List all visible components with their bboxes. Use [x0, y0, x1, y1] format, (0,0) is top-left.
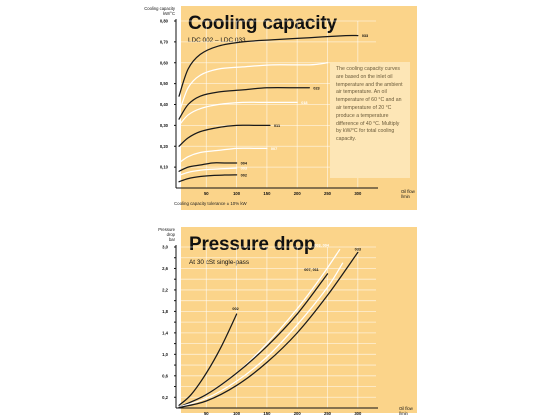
cooling-y-tick-label: 0,20	[160, 144, 169, 149]
cooling-x-axis-title-line1: Oil flow	[401, 189, 415, 194]
pressure-y-axis-title: Pressure drop bar	[132, 227, 175, 242]
cooling-series-label: 033	[362, 34, 368, 38]
cooling-y-tick-label: 0,70	[160, 39, 169, 44]
cooling-y-tick-label: 0,10	[160, 165, 169, 170]
cooling-x-tick-label: 300	[354, 191, 362, 196]
cooling-y-axis-title-line1: Cooling capacity	[144, 6, 175, 11]
cooling-y-tick-label: 0,80	[160, 19, 169, 24]
cooling-series-label: 011	[274, 124, 280, 128]
cooling-series-label: 007	[271, 147, 277, 151]
cooling-series-label: 018	[301, 101, 307, 105]
cooling-x-axis-title-line2: l/min	[401, 194, 410, 199]
pressure-y-tick-label: 1,4	[162, 330, 168, 335]
cooling-series-line	[178, 147, 268, 164]
pressure-x-tick-label: 250	[324, 411, 332, 416]
pressure-series-label: 002	[232, 307, 238, 311]
cooling-note-text: The cooling capacity curves are based on…	[336, 66, 403, 143]
cooling-footnote: Cooling capacity tolerance ± 10% kW	[174, 201, 247, 206]
cooling-y-axis-title-line2: kW/°C	[163, 11, 175, 16]
cooling-series-label: 004	[241, 161, 248, 165]
pressure-series-label: 018, 022, 023	[291, 217, 314, 221]
cooling-chart-subtitle: LDC 002 – LDC 033	[188, 37, 246, 44]
cooling-chart-title: Cooling capacity	[188, 13, 337, 34]
cooling-x-tick-label: 50	[204, 191, 209, 196]
cooling-series-line	[178, 87, 310, 120]
pressure-x-tick-label: 50	[204, 411, 209, 416]
cooling-series-line	[178, 167, 238, 177]
pressure-series-line	[178, 313, 238, 406]
cooling-x-tick-label: 250	[324, 191, 332, 196]
pressure-y-tick-label: 0,2	[162, 395, 168, 400]
cooling-series-label: 002	[241, 173, 247, 177]
cooling-x-tick-label: 150	[263, 191, 271, 196]
cooling-y-tick-label: 0,50	[160, 81, 169, 86]
cooling-y-tick-label: 0,40	[160, 102, 169, 107]
pressure-chart-title: Pressure drop	[189, 234, 316, 255]
pressure-y-tick-label: 1,0	[162, 352, 168, 357]
cooling-y-tick-label: 0,30	[160, 123, 169, 128]
pressure-series-line	[178, 262, 344, 408]
cooling-series-line	[178, 62, 329, 114]
pressure-series-line	[178, 249, 341, 408]
pressure-x-tick-label: 100	[233, 411, 241, 416]
pressure-x-tick-label: 150	[263, 411, 271, 416]
cooling-x-axis-title: Oil flow l/min	[401, 189, 415, 199]
cooling-series-line	[178, 34, 359, 97]
pressure-series-label: 007, 011	[304, 268, 319, 272]
pressure-y-axis-title-line2: drop	[166, 232, 175, 237]
pressure-y-tick-label: 2,6	[162, 266, 168, 271]
pressure-x-axis-title: Oil flow l/min	[399, 406, 413, 416]
cooling-series-line	[178, 101, 298, 127]
pressure-x-tick-label: 300	[354, 411, 362, 416]
cooling-series-line	[178, 174, 238, 183]
pressure-y-axis-title-line1: Pressure	[158, 227, 175, 232]
cooling-x-tick-label: 200	[294, 191, 302, 196]
cooling-series-line	[178, 124, 271, 147]
cooling-series-line	[178, 162, 238, 172]
pressure-chart-subtitle: At 30 cSt single-pass	[189, 259, 250, 266]
pressure-series-label: 003, 004	[314, 244, 330, 248]
pressure-y-axis-title-line3: bar	[168, 237, 175, 242]
cooling-x-tick-label: 100	[233, 191, 241, 196]
cooling-capacity-chart: 0,10 0,20 0,30 0,40 0,50 0,60 0,70 0,80 50 100 150…	[160, 19, 378, 196]
cooling-y-axis-title: Cooling capacity kW/°C	[130, 6, 175, 16]
pressure-x-axis-title-line1: Oil flow	[399, 406, 413, 411]
pressure-y-tick-label: 1,8	[162, 309, 168, 314]
pressure-series-line	[178, 273, 329, 408]
pressure-y-tick-label: 3,0	[162, 245, 168, 250]
pressure-drop-chart: 0,2 0,6 1,0 1,4 1,8 2,2 2,6 3,0 50 100 150 200 250 30…	[162, 217, 378, 416]
cooling-note-box	[330, 62, 410, 178]
pressure-x-axis-title-line2: l/min	[399, 411, 408, 416]
pressure-series-label: 033	[355, 247, 361, 251]
pressure-y-tick-label: 0,6	[162, 373, 168, 378]
cooling-y-tick-label: 0,60	[160, 60, 169, 65]
pressure-series-line	[178, 251, 359, 409]
cooling-series-label: 023	[313, 86, 319, 90]
pressure-y-tick-label: 2,2	[162, 287, 168, 292]
pressure-x-tick-label: 200	[294, 411, 302, 416]
cooling-series-label: 003	[241, 167, 247, 171]
